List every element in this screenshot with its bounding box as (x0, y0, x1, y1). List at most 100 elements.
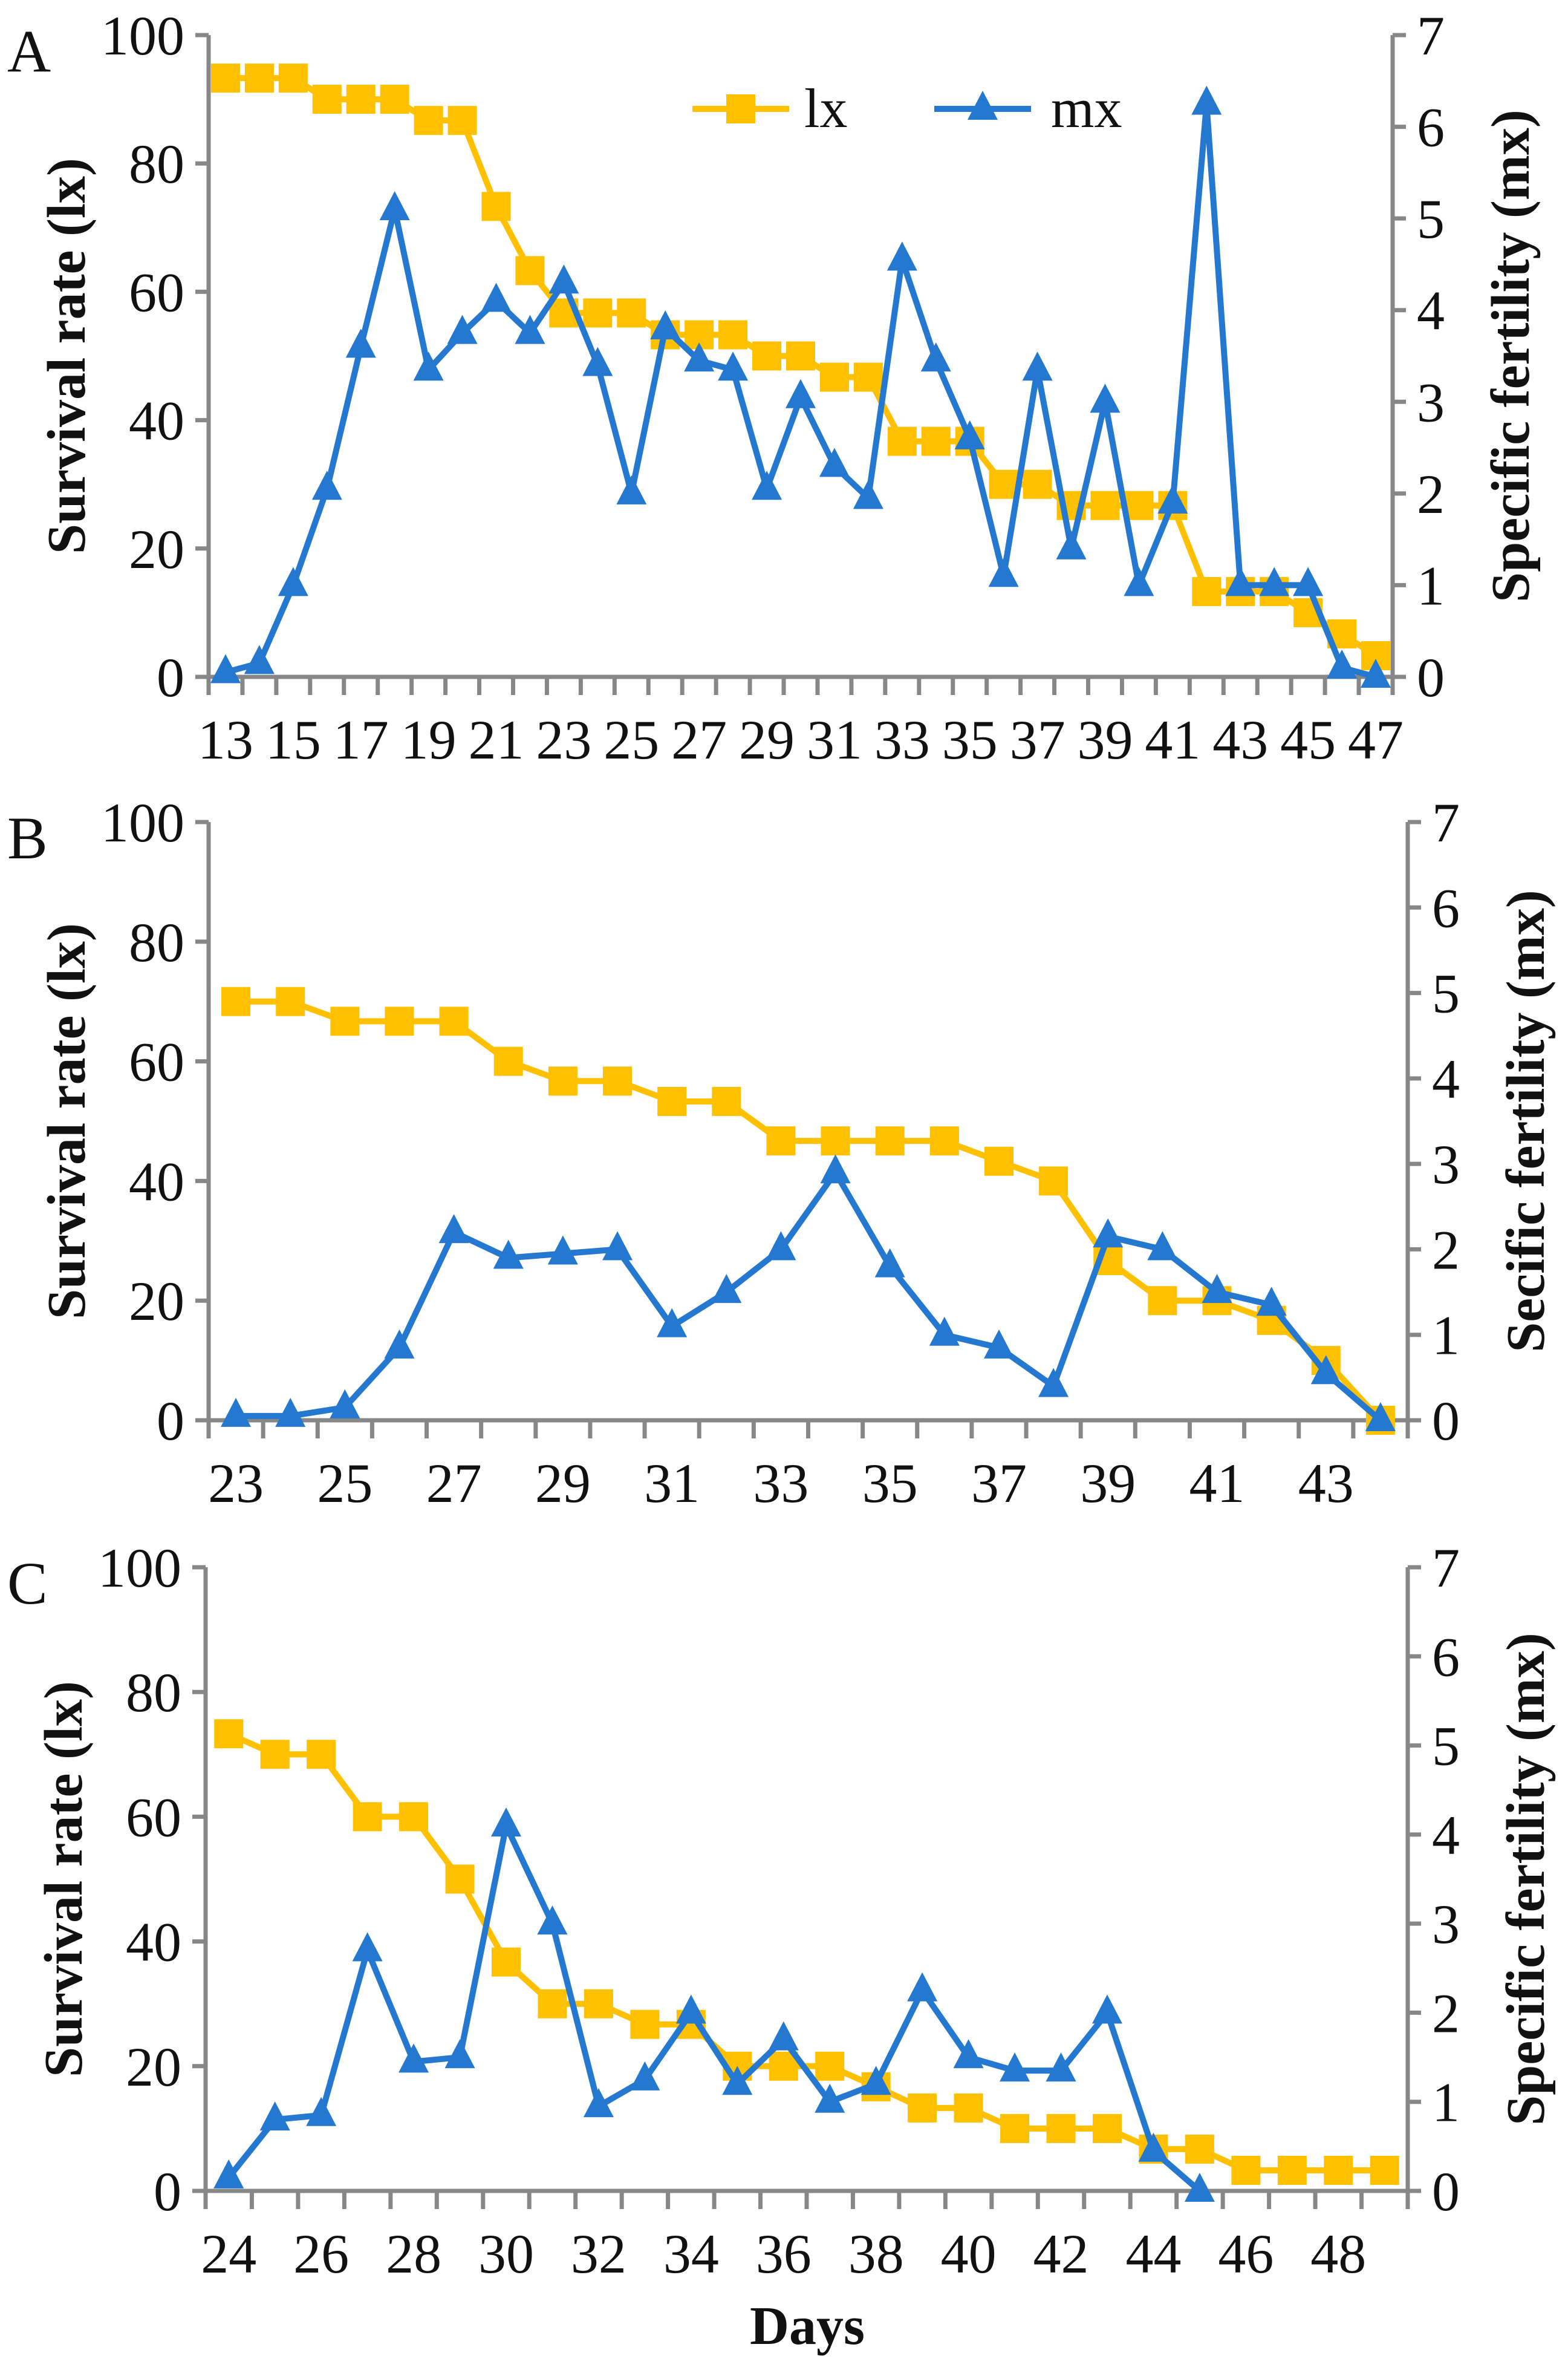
lx-point (821, 1126, 850, 1156)
mx-point (820, 1154, 851, 1184)
lx-point (307, 1740, 336, 1769)
lx-point (752, 341, 782, 371)
mx-point (444, 2039, 475, 2069)
mx-point (311, 471, 342, 500)
lx-point (1046, 2113, 1076, 2143)
mx-point (438, 1214, 469, 1244)
x-tick-label: 19 (401, 709, 457, 771)
right-y-axis-title: Specific fertility (mx) (1496, 1633, 1556, 2126)
lx-series-line (227, 1731, 1385, 2173)
lx-point (346, 85, 376, 114)
x-tick-label: 34 (663, 2223, 719, 2285)
x-tick-label: 24 (201, 2223, 256, 2285)
lx-point (1148, 1286, 1177, 1316)
mx-point (447, 315, 478, 344)
mx-point (983, 1329, 1014, 1359)
x-tick-label: 29 (739, 709, 795, 771)
mx-point (1046, 2052, 1076, 2082)
mx-point (213, 2159, 244, 2188)
lx-point (712, 1086, 741, 1116)
mx-point (766, 1231, 796, 1261)
mx-point (752, 471, 782, 500)
lx-point (1124, 491, 1154, 520)
legend: lx mx (692, 77, 1122, 139)
x-tick-label: 47 (1348, 709, 1404, 771)
mx-point (330, 1389, 360, 1418)
left-y-tick-label: 100 (101, 792, 184, 853)
lx-point (921, 426, 951, 456)
mx-point (711, 1274, 742, 1304)
x-axis-title: Days (750, 2296, 865, 2356)
x-tick-label: 38 (848, 2223, 904, 2285)
lx-point (210, 64, 240, 93)
right-y-tick-label: 1 (1432, 2072, 1460, 2133)
mx-point (657, 1308, 688, 1337)
right-y-tick-label: 5 (1432, 1715, 1460, 1777)
mx-point (815, 2083, 845, 2113)
right-y-axis-title: Secific fertility (mx) (1496, 890, 1556, 1353)
mx-point (718, 351, 749, 381)
lx-point (548, 1066, 577, 1096)
legend-lx-marker (726, 94, 755, 123)
lx-point (447, 106, 477, 135)
x-tick-label: 39 (1080, 1452, 1136, 1514)
mx-point (210, 654, 241, 684)
right-y-tick-label: 0 (1417, 647, 1445, 708)
x-tick-label: 15 (265, 709, 321, 771)
mx-point (413, 351, 444, 381)
right-y-tick-label: 0 (1432, 2161, 1460, 2222)
lx-point (929, 1126, 959, 1156)
right-y-tick-label: 7 (1432, 792, 1460, 853)
right-y-tick-label: 1 (1417, 555, 1445, 616)
lx-point (515, 256, 545, 286)
mx-point (929, 1316, 960, 1346)
left-y-tick-label: 40 (129, 390, 184, 452)
right-y-tick-label: 2 (1432, 1219, 1460, 1281)
mx-point (306, 2097, 337, 2126)
x-tick-label: 45 (1280, 709, 1336, 771)
left-y-axis-title: Survival rate (lx) (37, 158, 97, 554)
lx-point (875, 1126, 905, 1156)
lx-point (1277, 2155, 1307, 2185)
mx-point (1202, 1274, 1232, 1304)
lx-series-line (236, 998, 1383, 1423)
mx-point (1191, 85, 1222, 115)
lx-point (989, 469, 1018, 499)
right-y-tick-label: 6 (1432, 877, 1460, 939)
mx-point (481, 282, 512, 312)
left-y-tick-label: 0 (154, 2161, 181, 2222)
right-y-tick-label: 5 (1417, 188, 1445, 250)
mx-point (1310, 1355, 1341, 1385)
x-tick-label: 42 (1033, 2223, 1089, 2285)
lx-point (819, 362, 849, 392)
mx-point (616, 475, 647, 504)
mx-point (1147, 1231, 1178, 1261)
left-y-tick-label: 60 (126, 1786, 181, 1848)
x-tick-label: 37 (971, 1452, 1027, 1514)
lx-point (1231, 2155, 1261, 2185)
lx-point (221, 987, 251, 1016)
right-y-tick-label: 0 (1432, 1390, 1460, 1452)
x-tick-label: 37 (1010, 709, 1065, 771)
left-y-tick-label: 60 (129, 1031, 184, 1093)
left-y-tick-label: 60 (129, 261, 184, 323)
x-tick-label: 33 (874, 709, 930, 771)
lx-point (445, 1864, 475, 1894)
right-y-tick-label: 6 (1432, 1626, 1460, 1688)
right-y-tick-label: 4 (1417, 280, 1445, 342)
lx-point (276, 987, 305, 1016)
mx-point (345, 328, 376, 358)
lx-point (1000, 2113, 1030, 2143)
right-y-tick-label: 4 (1432, 1048, 1460, 1110)
mx-point (853, 480, 883, 509)
lx-point (380, 85, 409, 114)
lx-point (385, 1007, 414, 1036)
lx-point (1039, 1166, 1069, 1196)
x-tick-label: 25 (603, 709, 659, 771)
mx-point (537, 1905, 568, 1935)
lx-point (630, 2009, 660, 2039)
lx-point (657, 1086, 687, 1116)
right-y-tick-label: 2 (1417, 463, 1445, 525)
left-y-tick-label: 0 (157, 647, 184, 708)
